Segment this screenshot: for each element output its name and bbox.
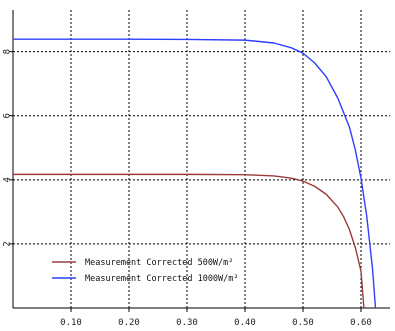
y-tick-label-1: 4 bbox=[3, 177, 13, 182]
legend-label-0: Measurement Corrected 500W/m² bbox=[85, 258, 233, 268]
legend: Measurement Corrected 500W/m² Measurement… bbox=[52, 258, 239, 284]
y-tick-label-0: 2 bbox=[3, 241, 13, 246]
y-tick-label-2: 6 bbox=[3, 113, 13, 118]
plot-area bbox=[13, 10, 390, 308]
grid-layer bbox=[13, 10, 390, 308]
legend-label-1: Measurement Corrected 1000W/m² bbox=[85, 274, 239, 284]
series-layer bbox=[13, 38, 377, 309]
series-line-0 bbox=[13, 173, 365, 309]
x-tick-label-0: 0.10 bbox=[60, 318, 82, 328]
x-tick-label-1: 0.20 bbox=[118, 318, 140, 328]
series-line-1 bbox=[13, 38, 377, 309]
x-tick-label-3: 0.40 bbox=[234, 318, 256, 328]
axis-layer: 0.10 0.20 0.30 0.40 0.50 0.60 2 4 6 8 bbox=[3, 10, 390, 328]
x-tick-label-5: 0.60 bbox=[350, 318, 372, 328]
x-tick-label-2: 0.30 bbox=[176, 318, 198, 328]
x-tick-label-4: 0.50 bbox=[292, 318, 314, 328]
y-tick-label-3: 8 bbox=[3, 49, 13, 54]
